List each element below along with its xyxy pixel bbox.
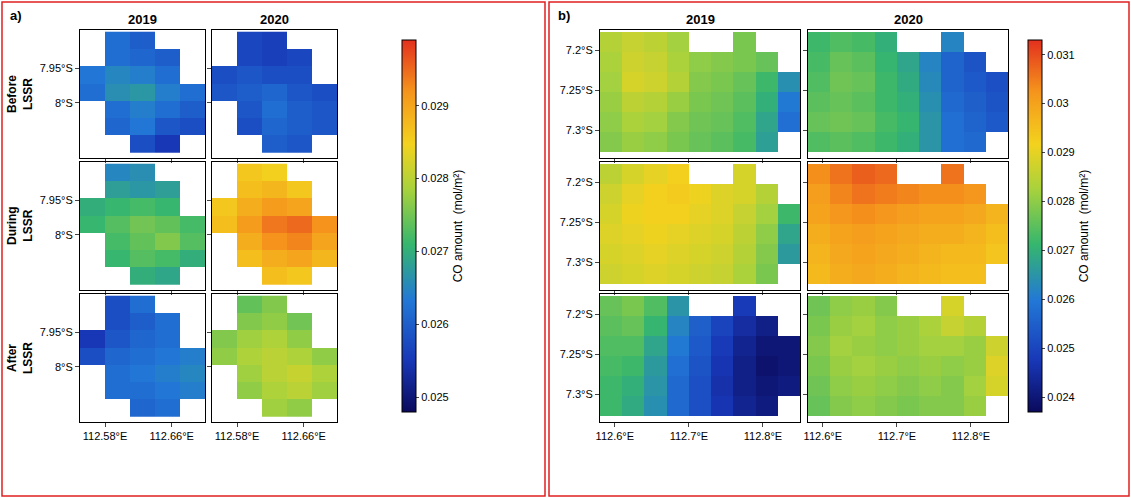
svg-text:0.027: 0.027 bbox=[421, 245, 449, 257]
svg-text:a): a) bbox=[10, 8, 22, 23]
svg-text:7.2°S: 7.2°S bbox=[566, 308, 593, 320]
svg-text:7.3°S: 7.3°S bbox=[566, 388, 593, 400]
svg-text:0.025: 0.025 bbox=[1047, 342, 1075, 354]
svg-text:CO amount (mol/m²): CO amount (mol/m²) bbox=[451, 170, 465, 283]
svg-text:2019: 2019 bbox=[686, 12, 715, 27]
svg-text:112.8°E: 112.8°E bbox=[952, 430, 990, 442]
svg-text:CO amount (mol/m²): CO amount (mol/m²) bbox=[1077, 170, 1091, 283]
svg-text:112.7°E: 112.7°E bbox=[878, 430, 916, 442]
svg-text:0.024: 0.024 bbox=[1047, 391, 1075, 403]
svg-text:0.026: 0.026 bbox=[421, 318, 449, 330]
svg-text:7.3°S: 7.3°S bbox=[566, 256, 593, 268]
svg-text:7.3°S: 7.3°S bbox=[566, 124, 593, 136]
svg-text:8°S: 8°S bbox=[55, 361, 73, 373]
svg-text:112.66°E: 112.66°E bbox=[281, 430, 326, 442]
svg-text:7.25°S: 7.25°S bbox=[560, 348, 593, 360]
svg-text:112.7°E: 112.7°E bbox=[670, 430, 708, 442]
svg-text:7.2°S: 7.2°S bbox=[566, 176, 593, 188]
svg-text:0.025: 0.025 bbox=[421, 391, 449, 403]
svg-text:DuringLSSR: DuringLSSR bbox=[5, 206, 35, 245]
svg-text:8°S: 8°S bbox=[55, 97, 73, 109]
svg-text:7.95°S: 7.95°S bbox=[40, 326, 73, 338]
svg-text:0.029: 0.029 bbox=[1047, 146, 1075, 158]
svg-text:0.03: 0.03 bbox=[1047, 97, 1068, 109]
svg-text:AfterLSSR: AfterLSSR bbox=[5, 342, 35, 374]
svg-text:8°S: 8°S bbox=[55, 229, 73, 241]
svg-text:2020: 2020 bbox=[894, 12, 923, 27]
svg-text:b): b) bbox=[558, 8, 570, 23]
svg-text:0.026: 0.026 bbox=[1047, 293, 1075, 305]
svg-text:112.8°E: 112.8°E bbox=[744, 430, 782, 442]
svg-text:112.6°E: 112.6°E bbox=[804, 430, 842, 442]
svg-text:7.25°S: 7.25°S bbox=[560, 84, 593, 96]
svg-text:7.25°S: 7.25°S bbox=[560, 216, 593, 228]
svg-text:7.95°S: 7.95°S bbox=[40, 194, 73, 206]
svg-text:0.029: 0.029 bbox=[421, 100, 449, 112]
svg-text:0.028: 0.028 bbox=[421, 172, 449, 184]
svg-text:112.6°E: 112.6°E bbox=[596, 430, 634, 442]
svg-text:112.66°E: 112.66°E bbox=[149, 430, 194, 442]
svg-text:0.031: 0.031 bbox=[1047, 49, 1075, 61]
svg-text:0.027: 0.027 bbox=[1047, 244, 1075, 256]
svg-text:7.2°S: 7.2°S bbox=[566, 44, 593, 56]
svg-text:2019: 2019 bbox=[128, 12, 157, 27]
svg-text:112.58°E: 112.58°E bbox=[83, 430, 128, 442]
svg-text:2020: 2020 bbox=[260, 12, 289, 27]
svg-text:0.028: 0.028 bbox=[1047, 195, 1075, 207]
svg-text:112.58°E: 112.58°E bbox=[215, 430, 260, 442]
svg-text:7.95°S: 7.95°S bbox=[40, 62, 73, 74]
svg-text:BeforeLSSR: BeforeLSSR bbox=[5, 75, 35, 113]
